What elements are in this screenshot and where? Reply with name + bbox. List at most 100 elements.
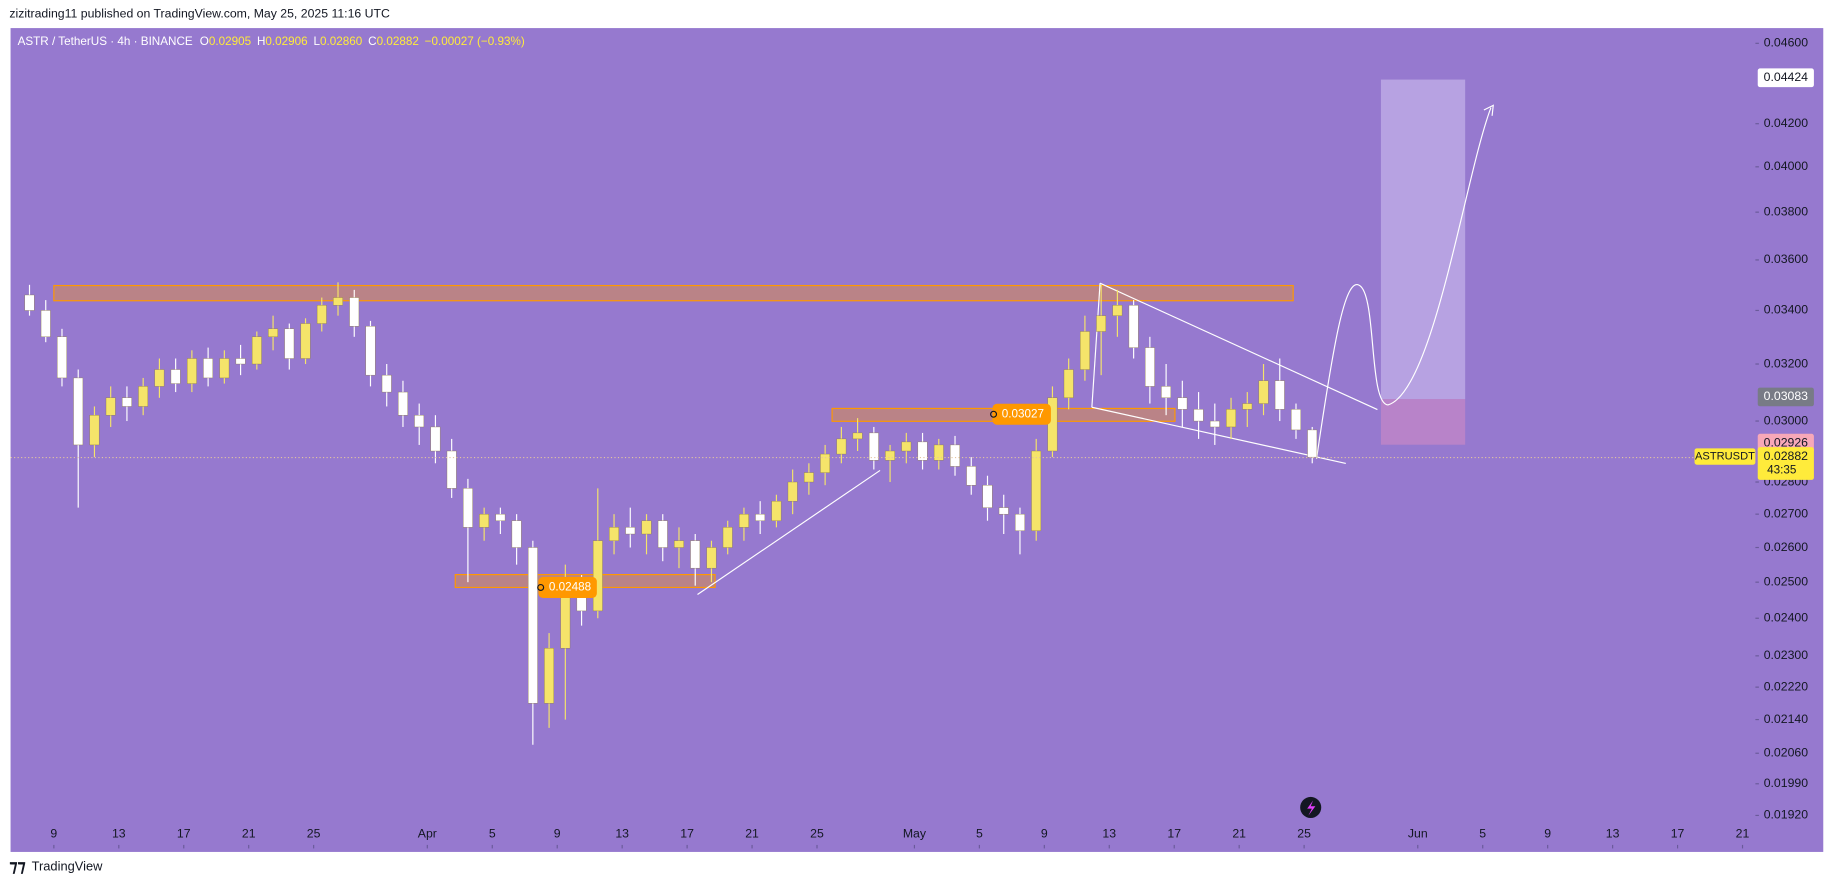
wedge-edge: [1091, 283, 1101, 408]
candle-body: [122, 397, 132, 407]
candle-body: [1274, 380, 1285, 410]
x-tick-label: 17: [1167, 827, 1181, 841]
candle-body: [170, 369, 181, 384]
x-tick-label: 17: [1671, 827, 1685, 841]
legend-key: L: [314, 35, 321, 48]
candle-body: [463, 488, 473, 528]
event-bolt: [1307, 800, 1316, 816]
candle-body: [739, 513, 749, 528]
candle-body: [398, 391, 408, 416]
candle-body: [690, 540, 701, 569]
candle-body: [105, 397, 116, 416]
candle-body: [804, 472, 814, 483]
candle-body: [414, 415, 425, 428]
candle-body: [674, 540, 684, 548]
countdown: 43:35: [1767, 464, 1797, 477]
candle-body: [1193, 409, 1204, 422]
legend-key: O: [200, 35, 209, 48]
candle-body: [1209, 420, 1220, 428]
x-tick-label: 21: [1736, 827, 1750, 841]
y-tick-label: 0.02400: [1764, 610, 1809, 624]
zone-chip: [992, 403, 1051, 425]
legend-value: 0.02882: [377, 35, 419, 48]
candle-body: [560, 589, 571, 649]
candle-body: [641, 520, 652, 535]
candle-body: [73, 377, 84, 446]
trend-line: [697, 469, 881, 595]
y-tick-label: 0.02140: [1764, 712, 1809, 726]
y-tick-label: 0.02220: [1764, 679, 1809, 693]
zone-label: 0.02488: [549, 581, 591, 594]
x-tick-label: 13: [1606, 827, 1620, 841]
x-tick-label: 13: [1102, 827, 1116, 841]
x-tick-label: 17: [177, 827, 191, 841]
candle-body: [787, 481, 798, 502]
candle-body: [755, 513, 766, 521]
legend-value: 0.02905: [209, 35, 252, 48]
candle-body: [1112, 305, 1123, 316]
candle-body: [187, 358, 197, 384]
y-tick-label: 0.02600: [1764, 540, 1809, 554]
x-tick-label: 21: [1232, 827, 1246, 841]
x-tick-label: May: [903, 827, 927, 841]
x-tick-label: Jun: [1408, 827, 1428, 841]
candle-body: [203, 358, 213, 379]
candle-body: [544, 648, 554, 704]
candle-body: [625, 527, 636, 535]
candle-body: [1096, 315, 1107, 332]
y-tick-label: 0.01920: [1764, 808, 1809, 822]
candle-body: [966, 466, 977, 486]
x-tick-label: 9: [1544, 827, 1551, 841]
candle-body: [933, 444, 944, 461]
candle-body: [154, 369, 165, 387]
legend-key: C: [368, 35, 376, 48]
y-tick-label: 0.02300: [1764, 648, 1809, 662]
candle-body: [1161, 386, 1171, 398]
candle-body: [885, 450, 895, 461]
chip-dot: [537, 583, 545, 591]
y-tick-label: 0.03600: [1764, 252, 1809, 266]
candle-body: [1226, 409, 1236, 428]
candle-body: [251, 336, 262, 365]
wedge-upper: [1099, 282, 1378, 411]
candle-body: [316, 305, 327, 324]
legend-value: 0.02906: [265, 35, 307, 48]
y-tick-label: 0.04200: [1764, 116, 1809, 130]
candle-body: [1307, 429, 1318, 458]
candle-body: [40, 310, 51, 338]
x-tick-label: 13: [615, 827, 629, 841]
candle-body: [1063, 369, 1074, 398]
candle-body: [333, 297, 343, 306]
x-tick-label: 5: [1479, 827, 1486, 841]
price-label: 0.03083: [1764, 389, 1809, 403]
last-price-label: 0.02882: [1764, 449, 1809, 463]
x-tick-label: Apr: [418, 827, 437, 841]
y-tick-label: 0.03200: [1764, 356, 1809, 370]
candle-body: [1177, 397, 1188, 410]
plot-background: [10, 28, 1824, 852]
chip-dot: [990, 410, 998, 418]
price-label-box: [1757, 68, 1814, 88]
candle-body: [284, 328, 295, 359]
candle-body: [1242, 403, 1253, 410]
candle-body: [950, 444, 960, 467]
legend-symbol: ASTR / TetherUS · 4h · BINANCE: [18, 35, 193, 48]
candle-body: [24, 294, 35, 311]
y-tick-label: 0.03800: [1764, 204, 1809, 218]
wedge-lower: [1091, 406, 1346, 464]
candle-body: [381, 374, 392, 393]
candle-body: [57, 336, 67, 379]
last-price-box: [1757, 447, 1814, 480]
candle-body: [722, 527, 733, 548]
x-tick-label: 21: [745, 827, 759, 841]
x-tick-label: 25: [307, 827, 321, 841]
x-tick-label: 5: [489, 827, 496, 841]
zone-chip: [538, 576, 597, 598]
legend: ASTR / TetherUS · 4h · BINANCE O0.02905 H0…: [18, 35, 525, 48]
y-tick-label: 0.03400: [1764, 303, 1809, 317]
target-box: [1380, 79, 1466, 400]
candle-body: [511, 520, 522, 548]
y-tick-label: 0.03000: [1764, 413, 1809, 427]
header: zizitrading11 published on TradingView.c…: [9, 6, 390, 20]
